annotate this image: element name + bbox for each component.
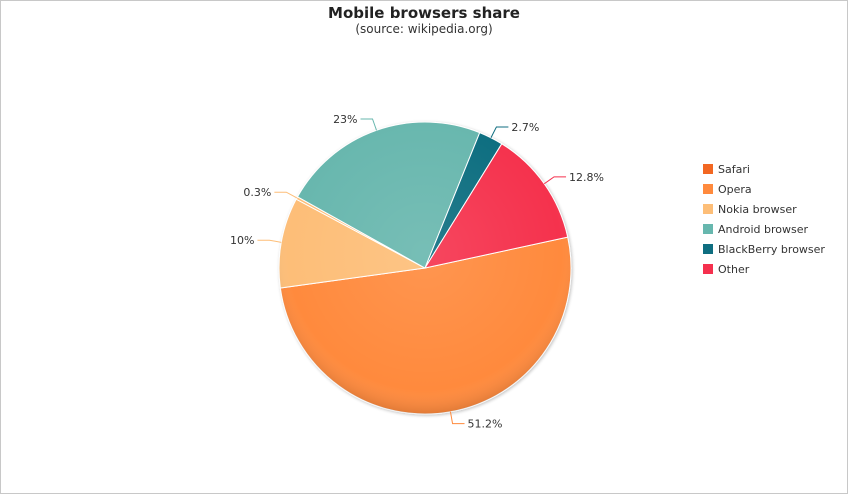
legend-item-opera[interactable]: Opera [703, 183, 752, 196]
pie-slices [278, 121, 572, 415]
legend-label: Nokia browser [718, 203, 797, 216]
leader-line-6 [543, 176, 567, 185]
legend-label: Safari [718, 163, 750, 176]
chart-legend: Safari Opera Nokia browser Android browser B… [703, 163, 825, 276]
leader-line-2 [257, 239, 282, 243]
leader-line-5 [490, 126, 509, 138]
legend-label: BlackBerry browser [718, 243, 825, 256]
legend-item-android-browser[interactable]: Android browser [703, 223, 809, 236]
legend-item-other[interactable]: Other [703, 263, 750, 276]
leader-line-3 [274, 191, 298, 199]
legend-swatch [703, 164, 713, 174]
legend-swatch [703, 224, 713, 234]
legend-swatch [703, 204, 713, 214]
legend-swatch [703, 264, 713, 274]
leader-line-4 [360, 118, 377, 131]
data-label-3: 0.3% [243, 186, 271, 199]
pie-labels: 51.2% 10% 0.3% 23% 2.7% 12.8% [230, 113, 604, 431]
data-label-6: 12.8% [569, 171, 604, 184]
chart-title: Mobile browsers share [328, 4, 520, 22]
data-label-2: 10% [230, 234, 254, 247]
legend-item-blackberry-browser[interactable]: BlackBerry browser [703, 243, 825, 256]
leader-line-1 [449, 411, 465, 425]
legend-label: Android browser [718, 223, 809, 236]
legend-item-safari[interactable]: Safari [703, 163, 750, 176]
legend-swatch [703, 244, 713, 254]
data-label-5: 2.7% [511, 121, 539, 134]
data-label-4: 23% [333, 113, 357, 126]
legend-item-nokia-browser[interactable]: Nokia browser [703, 203, 797, 216]
chart-subtitle: (source: wikipedia.org) [355, 22, 492, 36]
data-label-1: 51.2% [468, 418, 503, 431]
legend-swatch [703, 184, 713, 194]
legend-label: Opera [718, 183, 752, 196]
legend-label: Other [718, 263, 750, 276]
